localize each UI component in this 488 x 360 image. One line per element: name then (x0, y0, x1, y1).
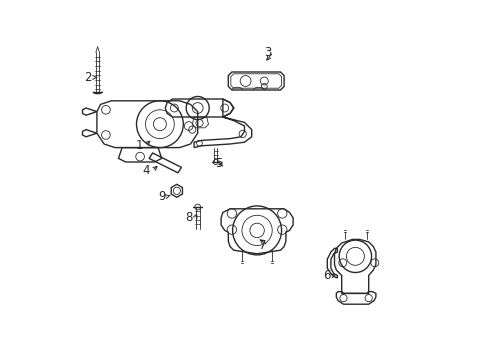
Text: 2: 2 (83, 71, 91, 84)
Text: 9: 9 (158, 190, 165, 203)
Text: 6: 6 (323, 269, 330, 282)
Text: 1: 1 (135, 139, 142, 152)
Text: 4: 4 (142, 165, 150, 177)
Text: 3: 3 (264, 46, 271, 59)
Text: 7: 7 (258, 239, 265, 252)
Text: 8: 8 (185, 211, 193, 224)
Text: 5: 5 (215, 157, 223, 170)
